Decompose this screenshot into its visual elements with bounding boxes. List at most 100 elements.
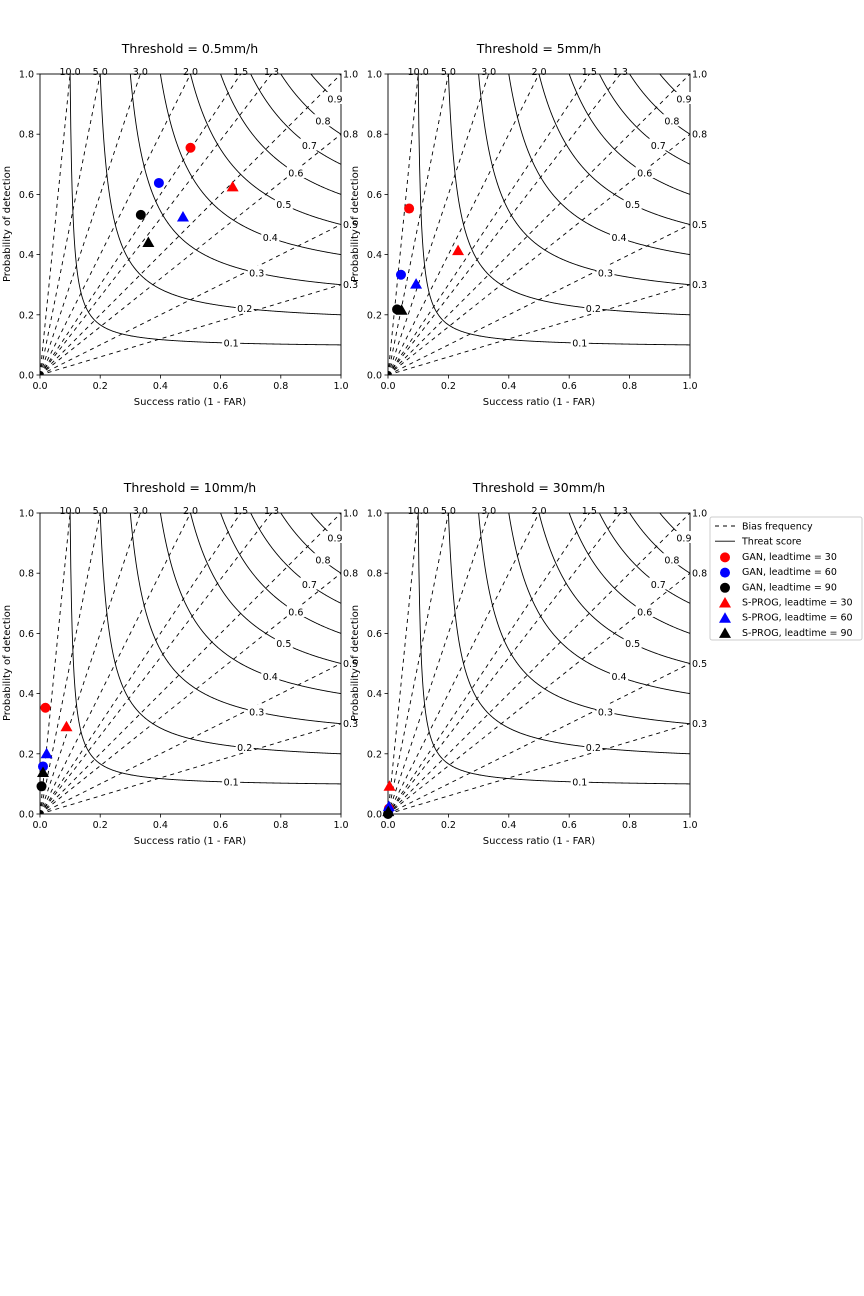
x-tick-label: 0.6 — [213, 381, 228, 392]
y-tick-label: 0.4 — [19, 689, 34, 700]
csi-label-bg — [570, 775, 589, 788]
bias-label: 5.0 — [441, 506, 456, 517]
bias-label: 5.0 — [93, 67, 108, 78]
csi-label: 0.3 — [598, 268, 613, 279]
x-tick-label: 0.8 — [273, 820, 288, 831]
csi-label: 0.2 — [586, 304, 601, 315]
csi-label-bg — [325, 531, 344, 544]
x-tick-label: 0.8 — [622, 381, 637, 392]
legend-label: S-PROG, leadtime = 30 — [742, 598, 853, 609]
legend-item: S-PROG, leadtime = 30 — [719, 597, 853, 609]
csi-label: 0.7 — [651, 580, 666, 591]
csi-contour — [538, 74, 690, 225]
bias-label: 1.0 — [692, 509, 707, 520]
plot-area — [388, 513, 690, 814]
y-axis-label: Probability of detection — [350, 605, 361, 721]
point-triangle — [142, 236, 155, 248]
x-tick-label: 0.8 — [622, 820, 637, 831]
csi-label: 0.9 — [676, 95, 691, 106]
legend-swatch-circle — [720, 567, 730, 578]
y-tick-label: 0.4 — [367, 689, 382, 700]
x-axis-label: Success ratio (1 - FAR) — [483, 836, 596, 847]
x-tick-label: 0.6 — [562, 381, 577, 392]
csi-contour — [280, 513, 341, 574]
csi-label-bg — [584, 301, 603, 314]
x-tick-label: 0.2 — [93, 381, 108, 392]
legend-item: GAN, leadtime = 30 — [720, 552, 837, 563]
point-triangle — [60, 720, 73, 732]
point-circle — [153, 177, 164, 188]
point-triangle — [382, 800, 395, 811]
csi-label: 0.8 — [664, 556, 679, 567]
csi-label-bg — [610, 669, 629, 682]
csi-contour — [250, 513, 341, 604]
bias-label: 2.0 — [183, 67, 198, 78]
panel-threshold-0-5: Threshold = 0.5mm/h 0.0 0.2 0.4 0.6 0.8 1.0 0.… — [2, 41, 358, 408]
bias-label: 0.8 — [343, 130, 358, 141]
y-tick-label: 0.4 — [367, 250, 382, 261]
csi-label: 0.6 — [637, 169, 652, 180]
legend-label: S-PROG, leadtime = 90 — [742, 628, 853, 639]
y-tick-label: 0.0 — [19, 810, 34, 821]
point-circle — [40, 702, 51, 713]
csi-contour — [250, 74, 341, 165]
csi-label-bg — [247, 704, 266, 717]
csi-label-bg — [649, 577, 668, 590]
point-triangle — [40, 747, 53, 759]
csi-label: 0.1 — [572, 339, 587, 350]
csi-label-bg — [596, 265, 615, 278]
bias-label: 10.0 — [60, 506, 81, 517]
bias-line — [40, 513, 341, 814]
y-axis-label: Probability of detection — [2, 166, 13, 282]
csi-label-bg — [674, 92, 693, 105]
bias-label: 1.3 — [613, 506, 628, 517]
bias-label: 1.5 — [233, 506, 248, 517]
csi-contour — [220, 74, 341, 195]
y-tick-label: 0.4 — [19, 250, 34, 261]
csi-contour — [598, 74, 690, 165]
csi-contour — [417, 513, 690, 785]
csi-contour — [417, 74, 690, 346]
csi-label-bg — [649, 138, 668, 151]
bias-label: 10.0 — [408, 67, 429, 78]
csi-label: 0.8 — [315, 556, 330, 567]
x-tick-label: 0.0 — [32, 820, 47, 831]
legend-swatch-triangle — [719, 597, 731, 608]
csi-contour — [159, 74, 341, 256]
csi-contour — [69, 74, 341, 346]
csi-label-bg — [235, 301, 254, 314]
legend-frame — [709, 516, 863, 641]
panel-threshold-10: Threshold = 10mm/h 0.0 0.2 0.4 0.6 0.8 1.0 0.0… — [2, 480, 358, 847]
x-tick-label: 0.2 — [441, 381, 456, 392]
bias-label: 3.0 — [481, 67, 496, 78]
y-tick-label: 0.8 — [367, 569, 382, 580]
csi-contour — [69, 513, 341, 785]
csi-label: 0.6 — [637, 608, 652, 619]
y-tick-label: 0.6 — [19, 629, 34, 640]
point-triangle — [382, 805, 395, 817]
y-tick-label: 0.0 — [19, 371, 34, 382]
x-tick-label: 1.0 — [682, 820, 697, 831]
csi-contour — [129, 74, 341, 286]
point-triangle — [452, 244, 465, 256]
y-axis-label: Probability of detection — [2, 605, 13, 721]
axes-frame — [39, 73, 342, 376]
csi-label: 0.8 — [315, 117, 330, 128]
point-circle — [395, 269, 406, 280]
x-axis-label: Success ratio (1 - FAR) — [134, 836, 247, 847]
csi-label: 0.5 — [276, 200, 291, 211]
csi-label: 0.9 — [327, 95, 342, 106]
csi-label: 0.2 — [237, 304, 252, 315]
csi-label-bg — [222, 336, 241, 349]
csi-label: 0.4 — [263, 672, 278, 683]
bias-line — [388, 513, 449, 814]
csi-label: 0.5 — [625, 200, 640, 211]
legend-label: S-PROG, leadtime = 60 — [742, 613, 853, 624]
csi-contour — [190, 74, 341, 225]
csi-label: 0.7 — [302, 580, 317, 591]
csi-contour — [629, 513, 690, 574]
point-triangle — [226, 180, 239, 192]
bias-label: 10.0 — [408, 506, 429, 517]
bias-label: 0.3 — [692, 280, 707, 291]
csi-contour — [220, 513, 341, 634]
